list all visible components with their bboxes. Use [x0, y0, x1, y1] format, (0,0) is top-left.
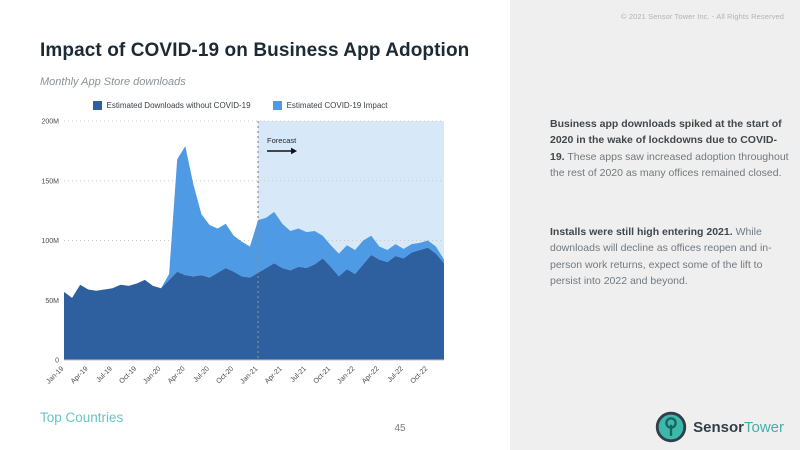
legend-swatch-impact [272, 101, 282, 110]
insight-2-lead: Installs were still high entering 2021. [550, 226, 733, 238]
legend-item-impact: Estimated COVID-19 Impact [272, 101, 388, 110]
sensortower-logo-icon [655, 411, 687, 443]
forecast-label: Forecast [267, 136, 297, 145]
x-axis-tick-label: Jul-21 [290, 365, 309, 384]
chart-legend: Estimated Downloads without COVID-19 Est… [30, 101, 450, 110]
x-axis-tick-label: Oct-20 [215, 365, 235, 385]
logo-word-sensor: Sensor [693, 418, 744, 436]
insight-1-lead: Business app downloads spiked at the sta… [550, 118, 782, 163]
x-axis-tick-label: Apr-22 [361, 365, 381, 385]
legend-label-impact: Estimated COVID-19 Impact [286, 101, 388, 110]
downloads-area-chart: 0 50M 100M 150M 200M Forecast Jan-19 Apr-19 Jul-… [41, 119, 444, 386]
legend-swatch-baseline [92, 101, 102, 110]
area-covid-impact [64, 146, 444, 298]
page-title: Impact of COVID-19 on Business App Adopt… [40, 40, 470, 61]
x-axis-tick-label: Jan-22 [336, 365, 356, 385]
legend-item-baseline: Estimated Downloads without COVID-19 [92, 101, 251, 110]
insight-paragraph-2: Installs were still high entering 2021. … [550, 224, 790, 289]
legend-label-baseline: Estimated Downloads without COVID-19 [106, 101, 251, 110]
x-axis-tick-label: Jan-20 [142, 365, 162, 385]
next-section-label: Top Countries [40, 410, 124, 425]
x-axis-tick-label: Apr-19 [70, 365, 90, 385]
x-axis-tick-label: Jan-19 [45, 365, 65, 385]
x-axis-tick-label: Oct-22 [409, 365, 429, 385]
copyright-text: © 2021 Sensor Tower Inc. - All Rights Re… [621, 12, 784, 21]
insight-2-body: While downloads will decline as offices … [550, 226, 772, 287]
sensortower-logo-text: SensorTower [693, 419, 784, 436]
area-baseline-downloads [64, 247, 444, 360]
x-axis-tick-label: Oct-21 [312, 365, 332, 385]
forecast-arrowhead [291, 147, 298, 155]
insight-1-body: These apps saw increased adoption throug… [550, 150, 789, 179]
page-number: 45 [394, 423, 406, 434]
y-axis-tick-label: 100M [41, 238, 59, 245]
y-axis-tick-label: 50M [45, 298, 59, 305]
y-axis-tick-label: 150M [41, 178, 59, 185]
y-axis-tick-label: 0 [55, 358, 59, 365]
x-axis-tick-label: Jul-20 [193, 365, 212, 384]
x-axis-tick-label: Apr-20 [167, 365, 187, 385]
y-axis-tick-label: 200M [41, 119, 59, 126]
insight-paragraph-1: Business app downloads spiked at the sta… [550, 116, 790, 181]
page-subtitle: Monthly App Store downloads [40, 76, 186, 88]
x-axis-tick-label: Apr-21 [264, 365, 284, 385]
x-axis-tick-label: Jul-19 [95, 365, 114, 384]
x-axis-tick-label: Jan-21 [239, 365, 259, 385]
sensortower-logo: SensorTower [655, 411, 784, 443]
x-axis-tick-label: Oct-19 [118, 365, 138, 385]
sidebar-panel [510, 0, 800, 450]
logo-word-tower: Tower [743, 418, 784, 436]
x-axis-tick-label: Jul-22 [387, 365, 406, 384]
